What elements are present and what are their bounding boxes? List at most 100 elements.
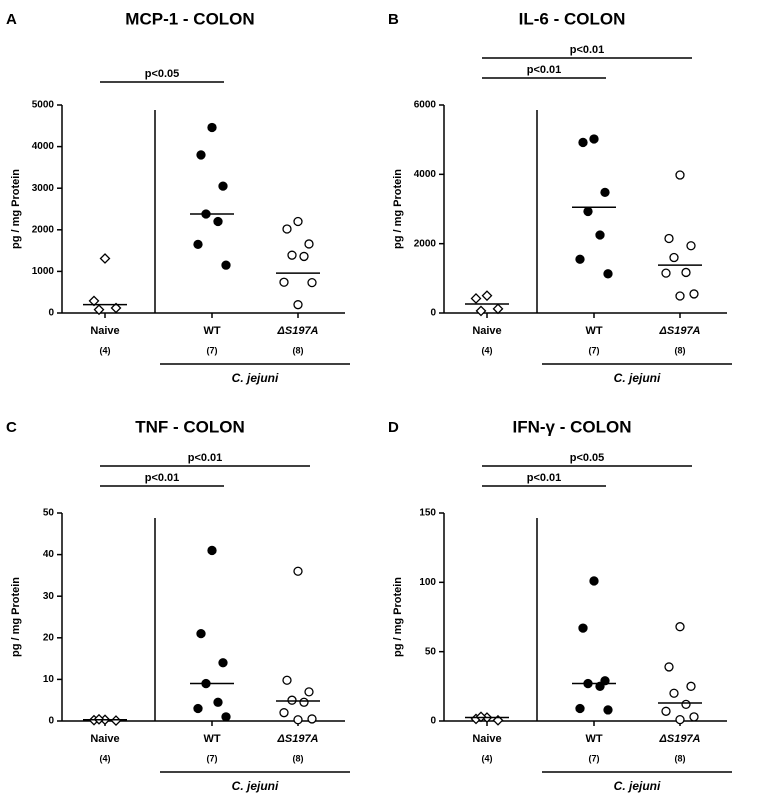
data-point [196, 150, 206, 160]
data-point [669, 688, 679, 698]
count-label: (7) [207, 753, 218, 763]
data-point [88, 295, 100, 307]
y-tick-label: 50 [425, 646, 437, 657]
data-point [213, 697, 223, 707]
count-label: (8) [293, 345, 304, 355]
data-point [675, 622, 685, 632]
count-label: (8) [675, 345, 686, 355]
y-tick-label: 100 [419, 577, 436, 588]
data-point [686, 241, 696, 251]
significance-label: p<0.01 [570, 44, 605, 56]
data-point [603, 705, 613, 715]
data-point [282, 224, 292, 234]
x-tick-label: Naive [90, 733, 119, 745]
data-point [595, 681, 605, 691]
group-label: C. jejuni [232, 779, 279, 793]
data-point [207, 545, 217, 556]
data-point [110, 715, 122, 727]
y-tick-label: 0 [430, 716, 436, 727]
x-tick-label: WT [585, 325, 602, 337]
x-tick-label: Naive [90, 325, 119, 337]
y-axis-label: pg / mg Protein [392, 169, 404, 249]
data-point [578, 137, 588, 148]
significance-label: p<0.05 [570, 452, 605, 464]
data-point [661, 268, 671, 278]
x-tick-label: ΔS197A [276, 325, 318, 337]
data-point [686, 681, 696, 691]
data-point [299, 251, 309, 262]
data-point [218, 181, 228, 191]
y-tick-label: 0 [48, 716, 54, 727]
count-label: (7) [589, 345, 600, 355]
data-point [481, 290, 493, 302]
y-tick-label: 6000 [414, 100, 437, 111]
data-point [595, 230, 605, 240]
y-tick-label: 40 [43, 549, 55, 560]
y-axis-label: pg / mg Protein [392, 577, 404, 657]
data-point [664, 662, 674, 672]
data-point [470, 293, 482, 304]
data-point [293, 715, 303, 725]
y-tick-label: 4000 [414, 169, 437, 180]
data-point [213, 216, 223, 227]
data-point [661, 706, 671, 716]
data-point [307, 714, 317, 724]
significance-label: p<0.01 [527, 472, 562, 484]
chart-title: IL-6 - COLON [519, 9, 626, 28]
x-tick-label: WT [585, 733, 602, 745]
x-tick-label: Naive [472, 325, 501, 337]
data-point [575, 703, 585, 714]
y-tick-label: 20 [43, 632, 55, 643]
x-tick-label: Naive [472, 733, 501, 745]
data-point [287, 250, 297, 260]
data-point [193, 239, 203, 250]
data-point [110, 302, 122, 314]
data-point [589, 134, 599, 144]
data-point [475, 305, 487, 317]
group-label: C. jejuni [614, 779, 661, 793]
y-tick-label: 2000 [414, 238, 437, 249]
data-point [287, 695, 297, 705]
chart-panel: A MCP-1 - COLON pg / mg Protein 0 1000 2000 30… [6, 9, 350, 385]
data-point [221, 260, 231, 270]
count-label: (7) [207, 345, 218, 355]
y-tick-label: 5000 [32, 100, 55, 111]
panel-letter: C [6, 419, 17, 436]
x-tick-label: ΔS197A [658, 325, 700, 337]
data-point [578, 623, 588, 633]
data-point [675, 170, 685, 180]
significance-label: p<0.01 [145, 472, 180, 484]
data-point [193, 703, 203, 714]
y-tick-label: 1000 [32, 266, 55, 277]
data-point [307, 277, 317, 288]
group-label: C. jejuni [614, 371, 661, 385]
y-tick-label: 4000 [32, 141, 55, 152]
data-point [304, 239, 314, 249]
data-point [218, 658, 228, 668]
chart-title: MCP-1 - COLON [125, 9, 254, 28]
count-label: (4) [100, 753, 111, 763]
chart-panel: C TNF - COLON pg / mg Protein 0 10 20 30 40 50 Na… [6, 417, 350, 793]
count-label: (4) [482, 345, 493, 355]
data-point [304, 687, 314, 697]
count-label: (7) [589, 753, 600, 763]
y-tick-label: 3000 [32, 183, 55, 194]
data-point [669, 252, 679, 263]
y-axis-label: pg / mg Protein [10, 169, 22, 249]
data-point [600, 187, 610, 198]
data-point [293, 216, 303, 227]
data-point [675, 714, 685, 725]
data-point [99, 253, 111, 264]
data-point [689, 289, 699, 299]
data-point [93, 304, 105, 316]
significance-label: p<0.01 [527, 64, 562, 76]
panel-letter: A [6, 11, 17, 28]
data-point [664, 233, 674, 244]
count-label: (4) [482, 753, 493, 763]
data-point [675, 291, 685, 301]
y-axis-label: pg / mg Protein [10, 577, 22, 657]
group-label: C. jejuni [232, 371, 279, 385]
count-label: (4) [100, 345, 111, 355]
significance-label: p<0.05 [145, 68, 180, 80]
